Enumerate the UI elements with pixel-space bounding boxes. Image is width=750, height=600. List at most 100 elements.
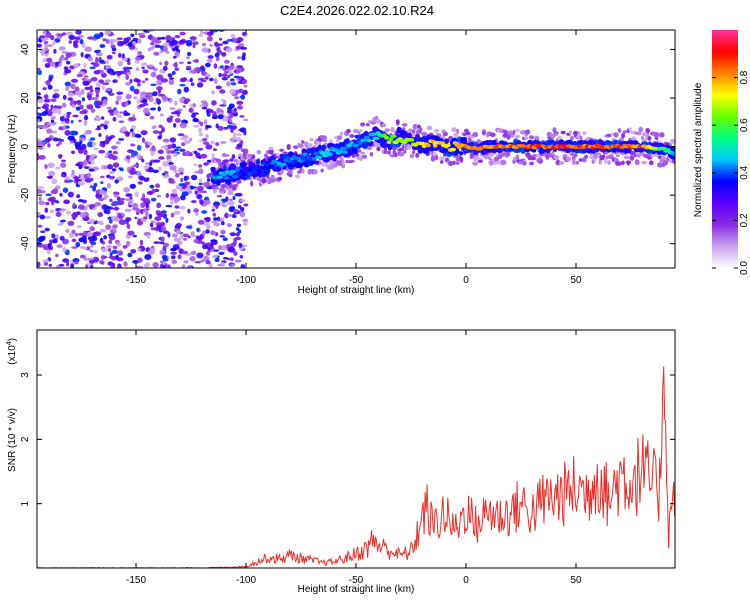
noise-speckle	[116, 72, 122, 77]
noise-speckle	[118, 52, 122, 58]
ridge-halo	[557, 135, 563, 141]
noise-speckle	[149, 162, 153, 166]
noise-speckle	[161, 126, 165, 133]
noise-speckle	[191, 200, 197, 204]
noise-speckle	[115, 70, 122, 74]
noise-speckle	[67, 97, 74, 101]
ridge-halo	[320, 168, 324, 173]
noise-speckle	[124, 198, 131, 201]
noise-speckle	[145, 77, 149, 81]
noise-speckle	[104, 65, 110, 69]
ridge-halo	[529, 135, 534, 140]
noise-speckle	[90, 265, 94, 268]
noise-speckle	[192, 44, 196, 49]
noise-speckle	[96, 221, 101, 224]
noise-speckle	[226, 124, 233, 129]
noise-speckle	[43, 261, 48, 266]
noise-speckle	[197, 219, 205, 225]
noise-speckle	[157, 166, 162, 171]
noise-speckle	[123, 37, 130, 44]
noise-speckle	[42, 259, 49, 263]
noise-speckle	[211, 116, 218, 120]
noise-speckle	[44, 45, 48, 52]
noise-speckle	[139, 239, 144, 246]
noise-speckle	[194, 170, 200, 174]
noise-speckle	[88, 218, 95, 224]
ridge-halo	[492, 161, 497, 166]
noise-speckle	[182, 233, 189, 238]
noise-speckle	[140, 62, 148, 66]
noise-speckle	[161, 210, 167, 214]
noise-speckle	[116, 91, 124, 95]
noise-speckle	[141, 158, 145, 163]
ridge-halo	[376, 146, 381, 152]
ridge-halo	[328, 139, 334, 144]
noise-speckle	[104, 155, 109, 159]
noise-speckle	[194, 190, 198, 195]
noise-speckle	[174, 45, 179, 50]
noise-speckle	[39, 214, 46, 220]
noise-speckle	[89, 85, 93, 91]
noise-speckle	[169, 165, 177, 171]
noise-speckle	[87, 141, 94, 148]
noise-speckle	[221, 204, 227, 208]
noise-speckle	[152, 262, 159, 268]
noise-speckle	[37, 124, 43, 129]
ridge-point	[426, 143, 431, 148]
y-tick-label: 40	[20, 43, 31, 55]
noise-speckle	[79, 110, 87, 115]
ridge-halo	[409, 153, 415, 159]
noise-speckle	[141, 80, 146, 84]
ridge-halo	[276, 153, 281, 157]
noise-speckle	[71, 238, 77, 243]
noise-speckle	[108, 234, 116, 241]
noise-speckle	[143, 216, 148, 220]
noise-speckle	[155, 210, 161, 213]
noise-speckle	[68, 232, 75, 238]
y-tick-label: 2	[20, 436, 31, 442]
colorbar-tick-label: 0.6	[739, 118, 750, 132]
noise-speckle	[95, 128, 102, 131]
noise-speckle	[208, 186, 212, 190]
noise-speckle	[157, 135, 162, 140]
ridge-halo	[339, 131, 344, 136]
ridge-halo	[472, 155, 478, 162]
ridge-band	[580, 147, 588, 154]
ridge-halo	[331, 164, 338, 168]
noise-speckle	[232, 196, 236, 200]
ridge-band	[240, 161, 247, 169]
noise-speckle	[180, 137, 188, 141]
noise-speckle	[70, 78, 79, 83]
noise-speckle	[177, 254, 182, 260]
noise-speckle	[236, 89, 244, 94]
ridge-halo	[237, 179, 242, 184]
noise-speckle	[241, 79, 247, 84]
noise-speckle	[66, 111, 72, 115]
noise-speckle	[217, 219, 222, 222]
noise-speckle	[134, 191, 139, 198]
noise-speckle	[219, 141, 227, 144]
ridge-halo	[573, 153, 578, 158]
ridge-point	[251, 169, 258, 173]
noise-speckle	[54, 38, 61, 43]
noise-speckle	[238, 76, 243, 81]
ridge-halo	[603, 157, 608, 164]
noise-speckle	[147, 250, 155, 255]
noise-speckle	[179, 77, 186, 83]
snr-x-axis-label: Height of straight line (km)	[298, 584, 415, 595]
noise-speckle	[59, 192, 63, 197]
noise-speckle	[159, 61, 163, 66]
noise-speckle	[137, 181, 143, 185]
noise-speckle	[171, 259, 177, 264]
x-tick-label: 0	[463, 275, 469, 286]
noise-speckle	[171, 233, 178, 238]
noise-speckle	[130, 167, 136, 173]
noise-speckle	[192, 41, 199, 45]
ridge-halo	[560, 130, 566, 135]
noise-speckle	[178, 39, 186, 45]
noise-speckle	[196, 252, 204, 259]
noise-speckle	[185, 67, 192, 71]
ridge-halo	[433, 128, 440, 133]
noise-speckle	[179, 122, 187, 129]
noise-speckle	[77, 199, 84, 203]
